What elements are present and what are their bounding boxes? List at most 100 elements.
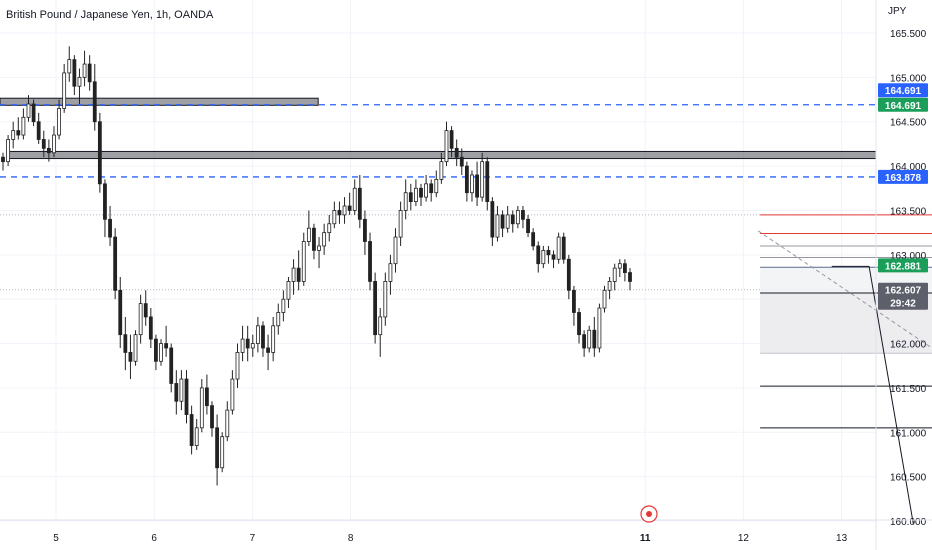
price-tick-label: 164.500 (890, 118, 927, 129)
candle-body (607, 281, 612, 291)
candle-body (495, 214, 500, 238)
price-axis[interactable]: 165.500 165.000 164.500 164.000 163.500 163.0… (875, 0, 927, 550)
candle-body (41, 139, 46, 149)
candle-body (312, 227, 316, 251)
candle-body (317, 245, 321, 251)
candle-body (240, 338, 245, 353)
badge-current-price (878, 282, 928, 310)
candle-body (11, 130, 16, 140)
target-marker-icon[interactable] (640, 505, 658, 523)
candle-body (592, 329, 597, 349)
candle-body (108, 218, 112, 238)
candle-body (541, 249, 546, 265)
price-tick-label: 160.500 (890, 473, 927, 484)
candle-body (419, 187, 423, 198)
time-axis[interactable]: 56781112131415 (0, 519, 932, 544)
time-tick-label: 13 (836, 533, 848, 544)
candle-body (373, 281, 378, 336)
candle-body (444, 130, 449, 163)
candle-body (72, 59, 77, 87)
badge-164691-upper-text: 164.691 (885, 86, 922, 97)
candle-body (1, 156, 5, 163)
candle-body (490, 201, 495, 238)
candle-body (194, 427, 199, 446)
candle-body (623, 263, 627, 273)
candle-body (500, 214, 505, 229)
badge-163878-text: 163.878 (885, 173, 922, 184)
candle-body (347, 205, 352, 211)
fib-extension-tool[interactable]: 115.00%100.00%88.60%79.00%70.50%50.00%0.… (760, 210, 932, 433)
badge-last-level-text: 162.881 (885, 261, 922, 272)
candle-body (77, 76, 82, 87)
price-tick-label: 165.500 (890, 29, 927, 40)
candle-body (342, 205, 347, 216)
candle-body (199, 387, 204, 429)
target-marker-dot (646, 511, 652, 517)
time-tick-label: 11 (640, 533, 651, 544)
candle-body (21, 116, 26, 136)
candle-body (363, 218, 367, 242)
candle-body (515, 210, 520, 225)
candle-body (92, 81, 97, 123)
candle-body (143, 303, 148, 318)
candle-body (113, 236, 118, 291)
candle-body (403, 192, 408, 211)
chart-grid (0, 0, 876, 522)
candle-body (245, 338, 250, 349)
candle-body (261, 325, 265, 349)
candle-body (301, 241, 306, 282)
candle-body (449, 130, 454, 149)
candle-body (561, 236, 566, 260)
candle-body (510, 214, 515, 225)
time-tick-label: 6 (151, 533, 157, 544)
candle-body (454, 147, 459, 158)
resistance-zones[interactable] (0, 97, 877, 160)
candle-body (179, 378, 184, 402)
candle-body (306, 227, 311, 242)
badge-164691 (878, 97, 928, 112)
candle-body (52, 134, 56, 154)
candle-body (97, 121, 102, 185)
candle-body (577, 312, 581, 336)
candle-body (31, 103, 36, 123)
candle-body (296, 267, 301, 282)
candle-body (531, 232, 536, 247)
candle-body (82, 63, 87, 78)
dashed-trend-line (757, 230, 932, 349)
candle-body (327, 223, 332, 234)
candle-body (597, 307, 602, 349)
candle-body (352, 187, 357, 211)
price-tick-label: 161.000 (890, 428, 927, 439)
candle-body (572, 289, 576, 313)
candle-body (225, 409, 230, 438)
candle-body (123, 334, 128, 353)
candle-body (587, 329, 592, 349)
candle-body (368, 241, 372, 282)
candle-body (57, 108, 61, 136)
countdown-text: 29:42 (890, 299, 916, 310)
candle-body (434, 178, 439, 194)
candle-body (393, 236, 398, 265)
horizontal-lines[interactable] (0, 104, 876, 178)
candle-body (459, 156, 464, 167)
current-price-text: 162.607 (885, 286, 922, 297)
candle-body (164, 343, 169, 349)
candle-body (220, 436, 225, 469)
candle-body (250, 343, 255, 349)
candle-body (276, 312, 281, 327)
candle-body (628, 272, 632, 282)
price-tick-label: 162.000 (890, 340, 927, 351)
candle-body (429, 183, 434, 194)
candle-body (174, 383, 179, 402)
price-tick-label: 160.000 (890, 517, 927, 528)
badge-last-level (878, 258, 928, 273)
candle-body (138, 303, 143, 336)
candle-body (322, 232, 327, 247)
price-tick-label: 163.500 (890, 206, 927, 217)
candle-body (6, 139, 10, 163)
candle-body (566, 258, 571, 291)
time-tick-label: 7 (250, 533, 256, 544)
candle-body (16, 130, 21, 136)
candle-body (230, 378, 235, 411)
